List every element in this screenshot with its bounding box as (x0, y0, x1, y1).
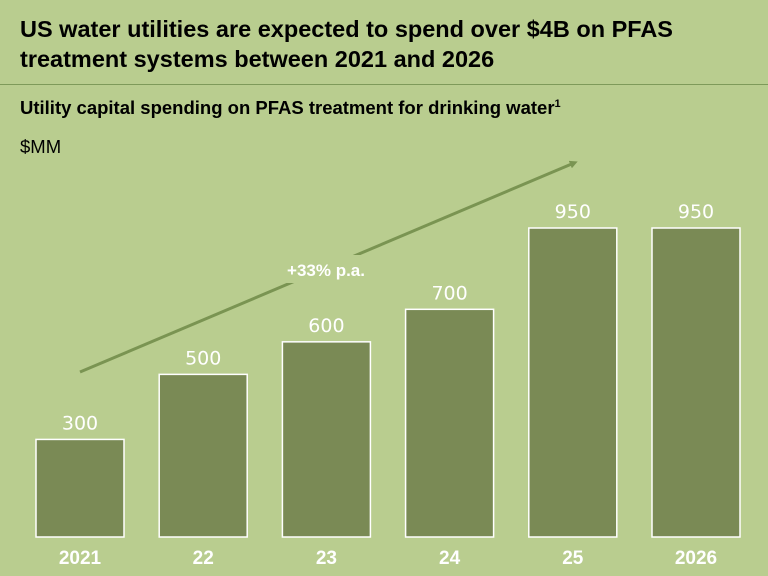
category-label-25: 25 (562, 548, 584, 569)
bar-25 (528, 227, 618, 538)
value-label-22: 500 (185, 347, 221, 369)
category-label-23: 23 (316, 548, 337, 569)
chart-title-footnote: 1 (554, 97, 561, 110)
growth-label-backdrop (268, 255, 386, 283)
value-label-23: 600 (308, 315, 344, 337)
bar-24 (404, 308, 495, 538)
value-label-2026: 950 (678, 201, 714, 223)
bar-2026 (651, 227, 741, 538)
category-label-2021: 2021 (59, 548, 102, 569)
chart-title: Utility capital spending on PFAS treatme… (20, 97, 561, 119)
bar-23 (281, 341, 372, 538)
category-label-22: 22 (193, 548, 214, 569)
growth-rate-annotation: +33% p.a. (287, 261, 365, 280)
page-title: US water utilities are expected to spend… (20, 16, 673, 72)
bar-22 (158, 373, 248, 538)
y-axis-unit-label: $MM (20, 136, 62, 157)
chart-title-text: Utility capital spending on PFAS treatme… (20, 97, 555, 118)
category-label-2026: 2026 (675, 548, 717, 569)
bar-2021 (35, 438, 125, 538)
value-label-2021: 300 (62, 412, 98, 434)
value-label-25: 950 (555, 201, 591, 223)
title-divider (0, 84, 768, 85)
category-label-24: 24 (439, 548, 461, 569)
value-label-24: 700 (431, 282, 467, 304)
